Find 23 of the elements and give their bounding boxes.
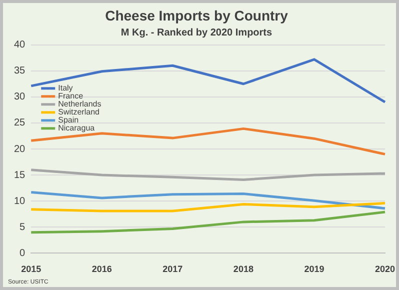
legend-label: France	[58, 92, 84, 101]
legend-label: Italy	[58, 84, 73, 93]
legend-label: Nicaragua	[58, 124, 96, 133]
legend-label: Netherlands	[58, 100, 102, 109]
x-tick-label: 2016	[92, 264, 112, 274]
x-tick-label: 2020	[374, 264, 396, 274]
x-tick-label: 2017	[162, 264, 183, 274]
y-tick-label: 20	[14, 144, 26, 155]
y-tick-label: 15	[14, 170, 26, 181]
legend-label: Spain	[58, 116, 79, 125]
y-tick-label: 30	[14, 92, 26, 103]
chart-subtitle: M Kg. - Ranked by 2020 Imports	[120, 28, 273, 39]
y-tick-label: 5	[20, 222, 26, 233]
x-tick-label: 2019	[304, 264, 324, 274]
y-tick-label: 10	[14, 196, 26, 207]
x-tick-label: 2015	[21, 264, 42, 274]
y-tick-label: 0	[20, 248, 26, 259]
chart-title: Cheese Imports by Country	[105, 7, 288, 24]
legend-label: Switzerland	[58, 108, 100, 117]
x-tick-label: 2018	[233, 264, 254, 274]
y-tick-label: 35	[14, 66, 26, 77]
y-tick-label: 25	[14, 118, 26, 129]
y-tick-label: 40	[14, 40, 26, 51]
